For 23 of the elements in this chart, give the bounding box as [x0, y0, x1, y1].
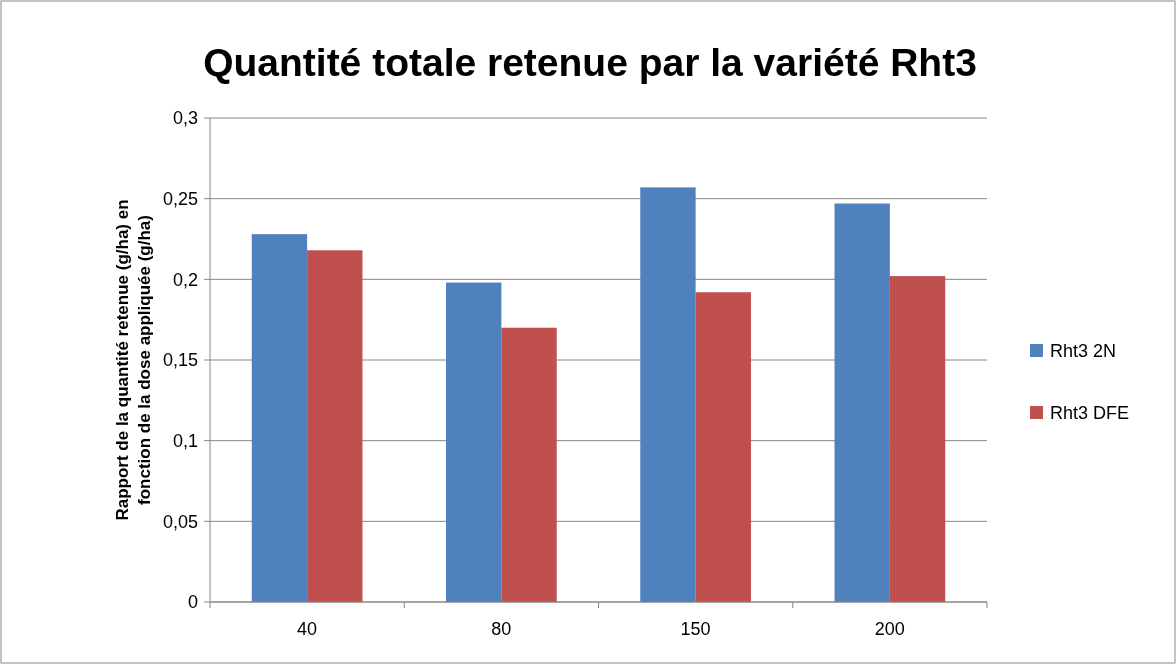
x-tick-label: 40	[297, 619, 318, 639]
y-tick-label: 0,15	[162, 350, 198, 371]
y-tick-label: 0	[187, 592, 198, 613]
legend-label: Rht3 2N	[1050, 341, 1117, 362]
legend-label: Rht3 DFE	[1050, 403, 1130, 424]
y-tick-label: 0,3	[172, 108, 198, 129]
y-tick-label: 0,2	[172, 269, 198, 290]
x-tick-label: 200	[874, 619, 905, 639]
bar	[640, 187, 696, 602]
y-axis-title: Rapport de la quantité retenue (g/ha) en fonction de la dose appliquée (g/ha)	[113, 199, 154, 521]
x-tick-label: 80	[491, 619, 512, 639]
bar	[251, 234, 308, 602]
bar	[307, 250, 363, 602]
bar	[695, 292, 751, 602]
bar	[889, 276, 946, 602]
bar	[446, 282, 502, 602]
y-tick-label: 0,1	[172, 430, 198, 451]
y-tick-label: 0,25	[162, 188, 198, 209]
y-tick-label: 0,05	[162, 511, 198, 532]
x-tick-label: 150	[680, 619, 711, 639]
bar	[834, 203, 890, 602]
bar	[501, 327, 557, 602]
chart-title: Quantité totale retenue par la variété Rht3	[203, 41, 977, 84]
